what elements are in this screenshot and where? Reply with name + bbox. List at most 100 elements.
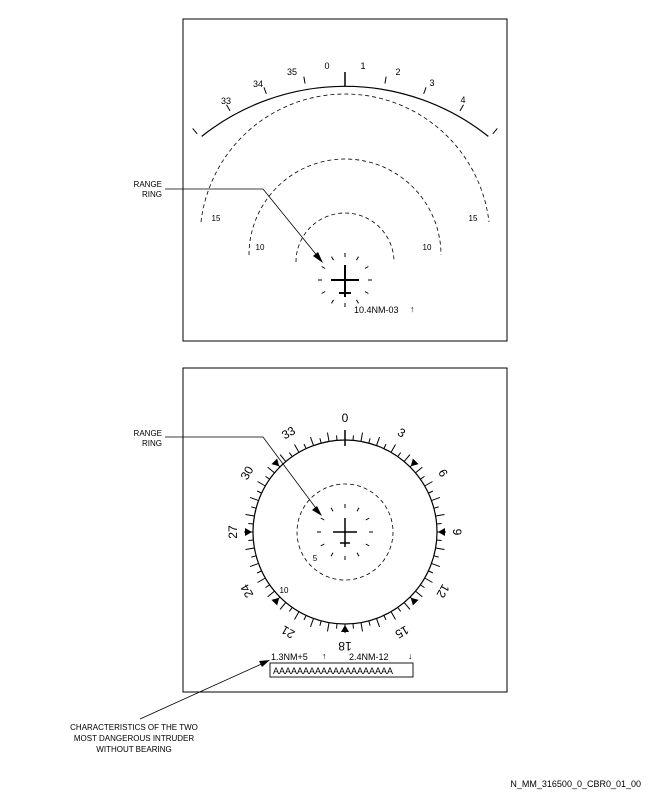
compass-tick <box>256 490 262 494</box>
heading-tick <box>492 128 498 135</box>
heading-tick <box>263 87 267 95</box>
compass-tick <box>420 475 425 480</box>
compass-tick <box>251 555 257 558</box>
compass-tick <box>390 611 396 620</box>
message-box-text: AAAAAAAAAAAAAAAAAAAA <box>273 666 393 676</box>
range-dot <box>356 299 359 304</box>
heading-label-34: 34 <box>253 79 263 89</box>
range-ring-callout-line1-bottom: RANGE <box>134 429 162 438</box>
compass-tick <box>319 620 322 626</box>
range-dot <box>331 256 334 261</box>
range-ring-callout-line2: RING <box>142 190 162 199</box>
compass-tick <box>267 466 275 474</box>
compass-tick <box>360 622 364 632</box>
range-label-5: 5 <box>313 554 318 563</box>
range-dot <box>330 552 334 557</box>
compass-rose-triangles <box>245 458 445 632</box>
heading-label-1: 1 <box>360 61 365 71</box>
range-ring-outer <box>200 93 490 223</box>
own-aircraft-symbol <box>331 265 359 297</box>
compass-tick <box>319 438 322 444</box>
compass-label-24: 24 <box>237 581 256 600</box>
intruder-1-readout: 1.3NM+5 <box>271 652 308 662</box>
compass-tick <box>249 562 259 568</box>
compass-tick <box>265 584 270 589</box>
compass-tick <box>397 607 402 612</box>
compass-tick <box>368 620 371 626</box>
intruder-readout: 10.4NM-03 <box>354 305 399 315</box>
annotation-line1: CHARACTERISTICS OF THE TWO <box>70 723 198 732</box>
bottom-panel-frame <box>182 367 508 693</box>
compass-label-15: 15 <box>392 623 411 642</box>
range-ring-5nm <box>296 483 394 581</box>
compass-tick <box>415 590 423 598</box>
heading-label-4: 4 <box>460 95 465 105</box>
compass-tick <box>420 584 425 589</box>
range-dot <box>320 517 325 521</box>
compass-label-9: 9 <box>450 529 464 536</box>
heading-label-3: 3 <box>429 78 434 88</box>
compass-tick <box>390 444 396 453</box>
compass-tick <box>288 607 293 612</box>
compass-tick <box>375 618 381 628</box>
heading-label-33: 33 <box>221 96 231 106</box>
range-dot <box>356 256 359 261</box>
compass-tick <box>428 490 434 494</box>
compass-tick <box>431 562 441 568</box>
compass-tick <box>303 615 307 621</box>
range-label-10: 10 <box>280 586 289 595</box>
compass-tick <box>403 602 411 610</box>
heading-tick <box>192 128 198 135</box>
range-dot <box>330 507 334 512</box>
bottom-panel: 0 3 6 9 12 15 18 21 24 27 30 33 5 10 RAN… <box>70 367 508 754</box>
range-label-15-right: 15 <box>469 214 478 223</box>
compass-tick <box>245 547 255 551</box>
range-dot <box>331 299 334 304</box>
compass-tick <box>267 590 275 598</box>
compass-tick <box>256 570 262 574</box>
own-aircraft-symbol-bottom <box>333 518 357 547</box>
compass-tick <box>326 432 330 442</box>
intruder-trend-arrow: ↑ <box>410 304 415 314</box>
compass-triangle <box>410 458 419 467</box>
compass-tick <box>265 475 270 480</box>
compass-triangle <box>271 458 280 467</box>
compass-tick <box>309 618 315 628</box>
compass-tick <box>360 432 364 442</box>
intruder-2-readout: 2.4NM-12 <box>349 652 389 662</box>
range-dot <box>365 543 370 547</box>
compass-label-3: 3 <box>395 425 408 441</box>
range-label-10-right: 10 <box>423 243 432 252</box>
heading-tick <box>303 76 306 84</box>
compass-tick <box>257 577 266 583</box>
range-ring-callout-line1: RANGE <box>134 180 162 189</box>
range-ring-callout-line2-bottom: RING <box>142 439 162 448</box>
compass-tick <box>245 513 255 517</box>
compass-tick <box>279 454 287 462</box>
compass-triangle <box>341 625 349 632</box>
range-dot <box>356 552 360 557</box>
range-dot <box>365 517 370 521</box>
heading-label-0: 0 <box>324 61 329 71</box>
compass-tick <box>433 555 439 558</box>
compass-label-33: 33 <box>279 423 298 442</box>
annotation-leader <box>139 661 267 720</box>
callout-arrowhead-bottom <box>312 506 322 516</box>
compass-tick <box>431 496 441 502</box>
compass-tick <box>303 443 307 449</box>
compass-tick <box>428 570 434 574</box>
range-marker-2nm <box>318 253 372 307</box>
figure-id: N_MM_316500_0_CBR0_01_00 <box>510 779 641 789</box>
compass-tick <box>249 496 259 502</box>
intruder-2-trend-arrow: ↓ <box>408 651 413 661</box>
annotation-line2: MOST DANGEROUS INTRUDER <box>74 734 195 743</box>
heading-tick <box>423 87 427 95</box>
compass-tick <box>309 436 315 446</box>
range-ring-inner <box>295 212 395 263</box>
range-ring-middle <box>248 158 442 256</box>
heading-tick <box>459 104 464 112</box>
compass-tick <box>326 622 330 632</box>
compass-tick <box>294 611 300 620</box>
range-dot <box>356 507 360 512</box>
